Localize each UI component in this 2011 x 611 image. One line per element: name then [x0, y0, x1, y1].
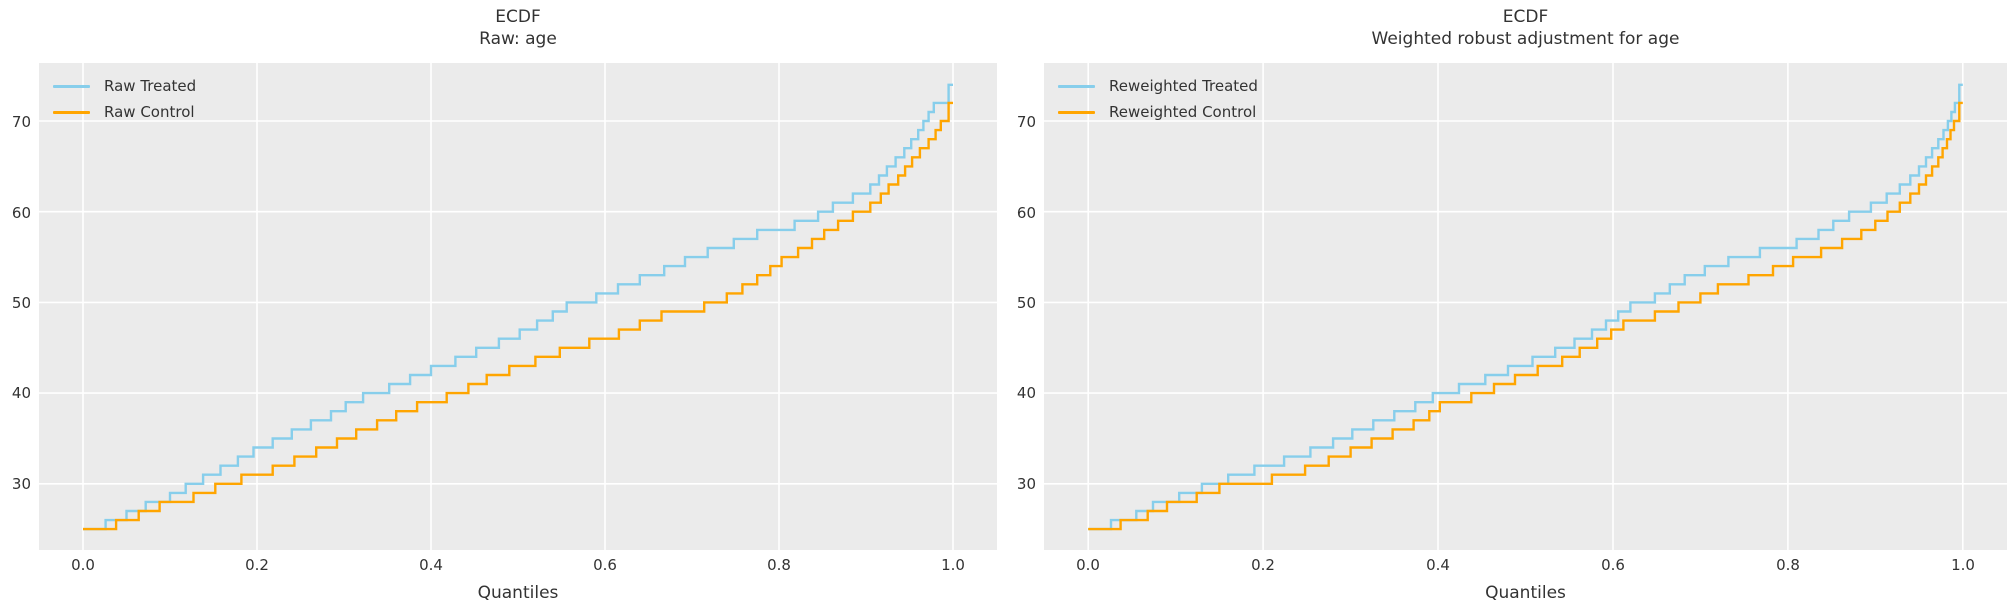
- legend-item-raw-treated: Raw Treated: [53, 73, 196, 99]
- legend-line-swatch-treated: [1058, 84, 1095, 88]
- legend-line-swatch-treated: [53, 84, 90, 88]
- y-tick-label: 50: [11, 294, 31, 312]
- y-tick-label: 70: [11, 113, 31, 131]
- legend-line-swatch-control: [53, 110, 90, 114]
- subplot-weighted-plot-area: Reweighted Treated Reweighted Control: [1044, 63, 2007, 550]
- subplot-raw-legend: Raw Treated Raw Control: [53, 73, 196, 125]
- legend-label: Reweighted Control: [1109, 103, 1257, 121]
- x-tick-label: 0.2: [245, 556, 269, 574]
- series-line-raw-control: [83, 101, 953, 531]
- x-tick-label: 0.4: [419, 556, 443, 574]
- legend-line-swatch-control: [1058, 110, 1095, 114]
- subplot-raw-title: ECDF Raw: age: [479, 7, 557, 49]
- series-line-reweighted-control: [1088, 101, 1963, 531]
- series-line-raw-treated: [83, 83, 953, 531]
- legend-item-reweighted-control: Reweighted Control: [1058, 99, 1258, 125]
- x-tick-label: 0.8: [767, 556, 791, 574]
- y-tick-label: 50: [1016, 294, 1036, 312]
- x-tick-label: 0.0: [71, 556, 95, 574]
- subplot-raw-plot-area: Raw Treated Raw Control: [39, 63, 997, 550]
- x-tick-label: 0.2: [1251, 556, 1275, 574]
- legend-item-raw-control: Raw Control: [53, 99, 196, 125]
- legend-label: Raw Treated: [104, 77, 197, 95]
- legend-label: Reweighted Treated: [1109, 77, 1258, 95]
- x-tick-label: 0.6: [1601, 556, 1625, 574]
- x-tick-label: 0.6: [593, 556, 617, 574]
- subplot-weighted-legend: Reweighted Treated Reweighted Control: [1058, 73, 1258, 125]
- subplot-raw-canvas: [39, 63, 997, 550]
- x-tick-label: 1.0: [941, 556, 965, 574]
- x-tick-label: 0.4: [1426, 556, 1450, 574]
- legend-item-reweighted-treated: Reweighted Treated: [1058, 73, 1258, 99]
- y-tick-label: 30: [1016, 475, 1036, 493]
- legend-label: Raw Control: [104, 103, 195, 121]
- x-tick-label: 0.0: [1076, 556, 1100, 574]
- x-tick-label: 1.0: [1951, 556, 1975, 574]
- y-tick-label: 60: [11, 204, 31, 222]
- x-tick-label: 0.8: [1776, 556, 1800, 574]
- subplot-weighted-canvas: [1044, 63, 2007, 550]
- subplot-weighted-title: ECDF Weighted robust adjustment for age: [1371, 7, 1680, 49]
- x-axis-label: Quantiles: [477, 583, 559, 603]
- y-tick-label: 40: [11, 384, 31, 402]
- y-tick-label: 30: [11, 475, 31, 493]
- y-tick-label: 60: [1016, 204, 1036, 222]
- y-tick-label: 70: [1016, 113, 1036, 131]
- x-axis-label: Quantiles: [1485, 583, 1566, 603]
- series-line-reweighted-treated: [1088, 83, 1963, 531]
- y-tick-label: 40: [1016, 384, 1036, 402]
